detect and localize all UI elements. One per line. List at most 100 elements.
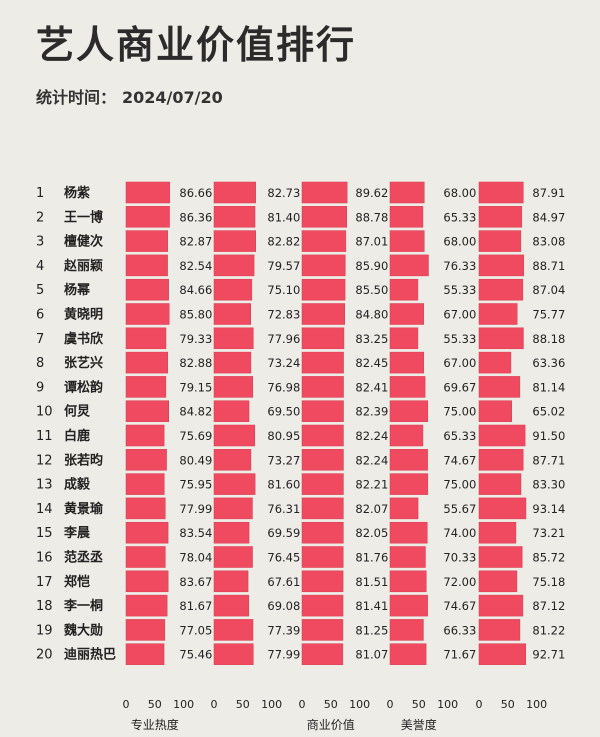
bar <box>478 278 524 301</box>
value-label: 85.72 <box>532 551 565 565</box>
value-label: 87.12 <box>532 599 565 613</box>
value-label: 82.41 <box>355 380 388 394</box>
value-label: 81.60 <box>267 478 300 492</box>
value-label: 85.50 <box>355 283 388 297</box>
artist-name: 王一博 <box>64 209 103 225</box>
bar <box>389 424 424 447</box>
value-label: 77.99 <box>179 502 212 516</box>
rank-label: 7 <box>36 332 44 347</box>
artist-name: 范丞丞 <box>64 550 103 566</box>
bar <box>125 206 170 228</box>
value-label: 69.59 <box>267 526 300 540</box>
bar <box>478 181 524 204</box>
x-tick-label: 0 <box>476 698 483 711</box>
artist-name: 魏大勋 <box>63 622 103 638</box>
rank-label: 10 <box>36 405 53 420</box>
bar <box>213 497 253 520</box>
bar <box>213 449 252 471</box>
rank-label: 14 <box>36 502 53 517</box>
bar <box>125 303 170 325</box>
x-tick-label: 50 <box>236 698 250 711</box>
value-label: 68.00 <box>443 186 476 200</box>
bar <box>478 400 513 422</box>
rank-label: 19 <box>36 623 53 638</box>
rank-label: 18 <box>36 599 53 614</box>
bar <box>213 230 256 252</box>
bar <box>478 449 524 471</box>
bar <box>389 206 424 228</box>
rank-label: 13 <box>36 478 53 493</box>
bar <box>301 497 344 520</box>
x-axis-label: 商业价值 <box>307 717 355 732</box>
bar <box>301 206 347 228</box>
bar <box>301 303 345 325</box>
bar <box>389 594 428 617</box>
bar <box>213 643 254 665</box>
stat-time: 统计时间： 2024/07/20 <box>36 84 229 108</box>
x-tick-label: 50 <box>148 698 162 711</box>
value-label: 72.00 <box>443 575 476 589</box>
value-label: 74.67 <box>443 599 476 613</box>
bar <box>213 376 254 398</box>
rank-label: 5 <box>36 283 44 298</box>
rank-label: 15 <box>36 526 53 541</box>
value-label: 79.57 <box>267 259 300 273</box>
value-label: 88.18 <box>532 332 565 346</box>
value-label: 66.33 <box>443 623 476 637</box>
value-label: 82.82 <box>267 235 300 249</box>
artist-name: 迪丽热巴 <box>64 647 116 663</box>
value-label: 69.67 <box>443 380 476 394</box>
x-axis-label: 专业热度 <box>131 717 179 732</box>
bar <box>213 327 254 350</box>
value-label: 82.21 <box>355 478 388 492</box>
value-label: 83.08 <box>532 235 565 249</box>
value-label: 67.61 <box>267 575 300 589</box>
bar <box>389 497 419 520</box>
value-label: 82.24 <box>355 453 388 467</box>
value-label: 69.08 <box>267 599 300 613</box>
rank-label: 20 <box>36 648 53 663</box>
bar <box>301 254 346 277</box>
value-label: 81.07 <box>355 648 388 662</box>
value-label: 82.45 <box>355 356 388 370</box>
value-label: 70.33 <box>443 551 476 565</box>
rank-label: 9 <box>36 380 44 395</box>
bar <box>301 473 344 495</box>
bar <box>301 449 344 471</box>
value-label: 74.67 <box>443 453 476 467</box>
bar <box>301 643 344 665</box>
value-label: 69.50 <box>267 405 300 419</box>
bar <box>478 546 523 568</box>
bar <box>125 230 169 252</box>
bar <box>125 327 167 350</box>
artist-name: 张艺兴 <box>64 355 103 371</box>
bar <box>389 400 429 422</box>
stat-time-date: 2024/07/20 <box>122 88 223 107</box>
value-label: 88.78 <box>355 210 388 224</box>
value-label: 75.95 <box>179 478 212 492</box>
bar <box>125 521 169 544</box>
value-label: 80.49 <box>179 453 212 467</box>
bar <box>389 521 428 544</box>
value-label: 72.83 <box>267 308 300 322</box>
artist-name: 张若昀 <box>64 452 103 468</box>
value-label: 79.15 <box>179 380 212 394</box>
bar <box>389 449 428 471</box>
artist-name: 杨幂 <box>64 282 91 298</box>
rank-label: 6 <box>36 308 44 323</box>
bar <box>478 351 512 374</box>
value-label: 67.00 <box>443 356 476 370</box>
value-label: 81.51 <box>355 575 388 589</box>
value-label: 85.90 <box>355 259 388 273</box>
artist-name: 檀健次 <box>64 234 103 250</box>
bar <box>125 594 168 617</box>
bar <box>213 206 256 228</box>
value-label: 75.18 <box>532 575 565 589</box>
value-label: 79.33 <box>179 332 212 346</box>
value-label: 82.54 <box>179 259 212 273</box>
bar <box>213 254 255 277</box>
value-label: 92.71 <box>532 648 565 662</box>
value-label: 68.00 <box>443 235 476 249</box>
bar <box>478 619 521 641</box>
value-label: 74.00 <box>443 526 476 540</box>
